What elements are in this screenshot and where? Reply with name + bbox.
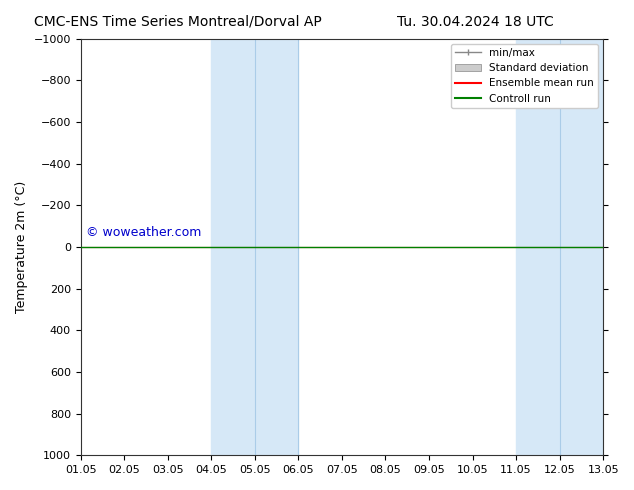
Text: CMC-ENS Time Series Montreal/Dorval AP: CMC-ENS Time Series Montreal/Dorval AP (34, 15, 321, 29)
Bar (516, 39, 603, 455)
Legend: min/max, Standard deviation, Ensemble mean run, Controll run: min/max, Standard deviation, Ensemble me… (451, 44, 598, 108)
Text: © woweather.com: © woweather.com (86, 225, 201, 239)
Text: Tu. 30.04.2024 18 UTC: Tu. 30.04.2024 18 UTC (397, 15, 554, 29)
Bar (211, 39, 299, 455)
Y-axis label: Temperature 2m (°C): Temperature 2m (°C) (15, 181, 28, 313)
